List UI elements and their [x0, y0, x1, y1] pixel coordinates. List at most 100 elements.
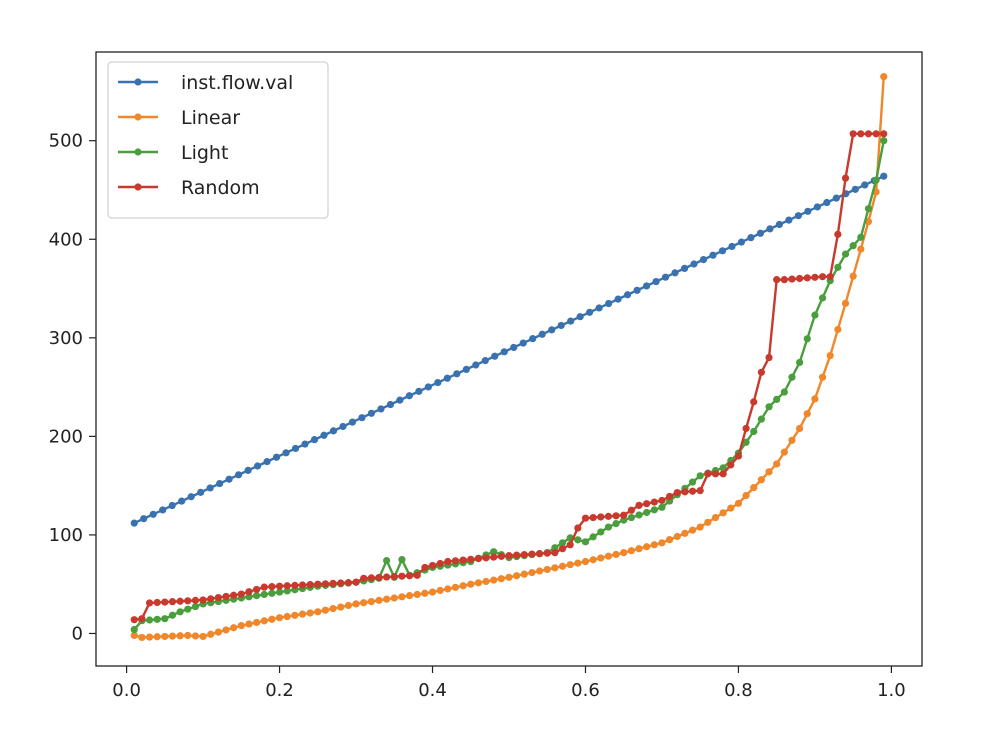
- data-point-inst-flow-val: [339, 422, 347, 431]
- data-point-random: [222, 592, 230, 601]
- data-point-light: [658, 503, 666, 511]
- data-point-inst-flow-val: [737, 238, 746, 246]
- data-point-random: [474, 554, 483, 563]
- data-point-light: [796, 358, 804, 367]
- data-point-linear: [237, 621, 245, 630]
- data-point-inst-flow-val: [491, 352, 499, 360]
- data-point-light: [597, 528, 605, 536]
- data-point-linear: [283, 612, 291, 621]
- data-point-linear: [696, 523, 704, 531]
- data-point-linear: [796, 424, 804, 433]
- data-point-inst-flow-val: [880, 172, 888, 180]
- data-point-light: [872, 176, 880, 184]
- data-point-random: [413, 571, 421, 579]
- data-point-random: [528, 550, 536, 558]
- legend-label-linear: Linear: [181, 107, 240, 129]
- data-point-random: [773, 276, 781, 284]
- data-point-linear: [222, 626, 230, 634]
- data-point-light: [773, 395, 781, 404]
- x-tick-label: 1.0: [877, 680, 906, 701]
- data-point-light: [184, 605, 192, 613]
- data-point-inst-flow-val: [244, 466, 252, 474]
- data-point-linear: [757, 476, 765, 484]
- data-point-inst-flow-val: [415, 387, 423, 395]
- data-point-random: [490, 553, 498, 561]
- data-point-random: [390, 573, 398, 581]
- data-point-inst-flow-val: [548, 326, 556, 334]
- legend-item-light: Light: [118, 142, 228, 164]
- data-point-random: [367, 574, 375, 582]
- data-point-linear: [604, 552, 613, 560]
- data-point-inst-flow-val: [699, 256, 708, 264]
- data-point-linear: [566, 561, 574, 569]
- series-inst-flow-val: [130, 172, 888, 527]
- data-point-random: [153, 598, 161, 607]
- data-point-random: [436, 559, 444, 568]
- data-point-linear: [520, 570, 528, 578]
- data-point-linear: [329, 605, 337, 613]
- data-point-linear: [390, 594, 398, 602]
- data-point-random: [497, 552, 505, 560]
- data-point-linear: [742, 491, 750, 500]
- data-point-light: [750, 427, 758, 436]
- data-point-linear: [688, 526, 697, 534]
- data-point-light: [161, 615, 169, 623]
- data-point-random: [145, 599, 154, 607]
- legend-marker-inst-flow-val: [134, 78, 142, 86]
- data-point-inst-flow-val: [623, 291, 632, 299]
- data-point-random: [750, 398, 758, 406]
- data-point-random: [130, 616, 138, 624]
- data-point-random: [176, 597, 184, 605]
- data-point-inst-flow-val: [329, 427, 338, 435]
- data-point-random: [558, 545, 567, 553]
- legend-item-random: Random: [118, 177, 260, 199]
- data-point-linear: [535, 567, 544, 575]
- data-point-light: [145, 616, 154, 624]
- data-point-random: [788, 275, 796, 283]
- data-point-random: [704, 470, 712, 478]
- data-point-light: [153, 615, 161, 623]
- data-point-inst-flow-val: [652, 277, 660, 286]
- data-point-random: [719, 470, 727, 478]
- data-point-linear: [627, 547, 635, 555]
- y-tick-label: 300: [49, 328, 83, 349]
- data-point-random: [283, 582, 291, 590]
- data-point-random: [199, 596, 207, 604]
- data-point-light: [490, 548, 498, 556]
- data-point-inst-flow-val: [197, 488, 205, 496]
- data-point-linear: [444, 585, 452, 593]
- data-point-random: [352, 578, 360, 586]
- data-point-random: [291, 581, 299, 589]
- data-point-random: [841, 174, 850, 182]
- data-point-light: [635, 511, 643, 519]
- data-point-linear: [818, 373, 827, 381]
- x-tick-label: 0.0: [112, 680, 141, 701]
- data-point-linear: [581, 557, 590, 566]
- data-point-linear: [153, 633, 161, 641]
- data-point-light: [765, 403, 773, 411]
- data-point-inst-flow-val: [633, 286, 641, 294]
- data-point-linear: [275, 614, 284, 622]
- data-point-inst-flow-val: [709, 251, 717, 259]
- data-point-inst-flow-val: [462, 365, 470, 373]
- data-point-light: [283, 587, 291, 595]
- data-point-light: [191, 602, 200, 611]
- data-point-random: [306, 580, 314, 589]
- data-point-linear: [765, 468, 773, 476]
- data-point-inst-flow-val: [529, 335, 537, 343]
- data-point-random: [467, 555, 475, 563]
- data-point-random: [168, 598, 177, 606]
- x-axis: 0.0 0.2 0.4 0.6 0.8 1.0: [112, 666, 906, 701]
- data-point-inst-flow-val: [538, 330, 546, 338]
- data-point-linear: [421, 589, 429, 597]
- legend-marker-random: [134, 183, 142, 191]
- data-point-inst-flow-val: [472, 361, 480, 369]
- data-point-linear: [681, 529, 689, 537]
- data-point-inst-flow-val: [500, 348, 508, 356]
- data-point-random: [650, 498, 658, 506]
- data-point-light: [849, 242, 857, 250]
- data-point-inst-flow-val: [832, 194, 840, 202]
- data-point-inst-flow-val: [481, 357, 489, 365]
- data-point-linear: [405, 592, 414, 600]
